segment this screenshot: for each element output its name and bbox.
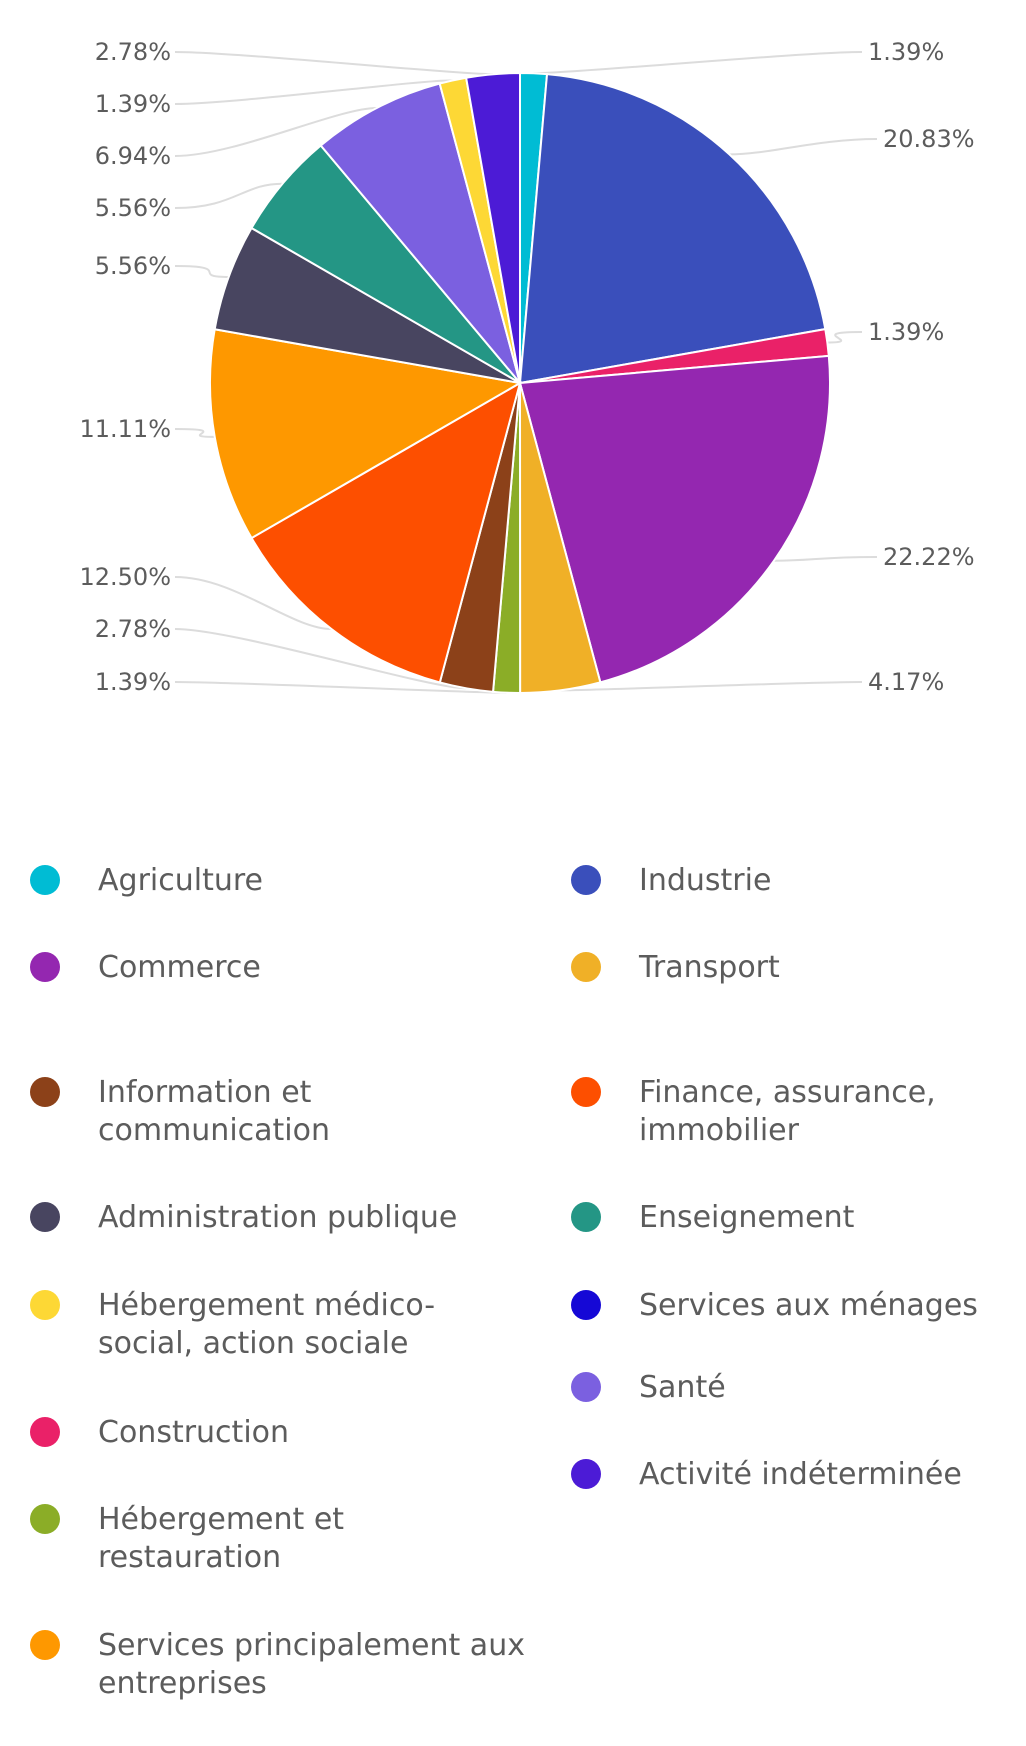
legend-dot-icon [571, 1372, 601, 1402]
pct-label: 2.78% [95, 615, 171, 643]
pct-label: 22.22% [883, 543, 975, 571]
legend-label: Commerce [98, 950, 261, 985]
pie-slice-services-principalement-aux-entreprises[interactable] [209, 328, 523, 540]
legend-label: Enseignement [639, 1200, 855, 1235]
legend-label: Hébergement et restauration [98, 1502, 345, 1575]
legend-dot-icon [571, 1077, 601, 1107]
pct-label: 6.94% [95, 142, 171, 170]
legend-dot-icon [571, 1290, 601, 1320]
legend-dot-icon [571, 952, 601, 982]
legend-label: Information et communication [98, 1075, 331, 1148]
legend-label: Finance, assurance, immobilier [639, 1075, 936, 1148]
pct-label: 11.11% [79, 415, 171, 443]
label-connector [174, 681, 507, 694]
label-connector [174, 107, 377, 157]
label-connector [560, 681, 863, 692]
legend-label: Transport [639, 950, 780, 985]
pie-slice-finance-assurance-immobilier[interactable] [250, 380, 522, 684]
pct-label: 1.39% [868, 318, 944, 346]
label-connector [174, 79, 453, 105]
label-connector [174, 265, 229, 278]
legend-label: Santé [639, 1370, 726, 1405]
pct-label: 2.78% [95, 38, 171, 66]
legend-label: Construction [98, 1415, 290, 1450]
legend-label: Activité indéterminée [639, 1457, 962, 1492]
pie-chart: 1.39% 20.83% 1.39% 22.22% 4.17% 1.39% 2.78% 12.… [79, 38, 974, 696]
label-connector [174, 576, 332, 630]
legend-dot-icon [30, 1290, 60, 1320]
label-connector [729, 138, 878, 156]
legend-dot-icon [30, 1417, 60, 1447]
pct-label: 5.56% [95, 252, 171, 280]
pct-label: 1.39% [868, 38, 944, 66]
legend-label: Administration publique [98, 1200, 458, 1235]
pct-label: 1.39% [95, 668, 171, 696]
legend-dot-icon [30, 1504, 60, 1534]
label-connector [773, 556, 878, 562]
pct-label: 12.50% [79, 563, 171, 591]
legend-label: Agriculture [98, 863, 263, 898]
legend-dot-icon [571, 1459, 601, 1489]
legend-dot-icon [571, 865, 601, 895]
label-connector [827, 331, 863, 344]
pct-label: 5.56% [95, 194, 171, 222]
label-connector [174, 428, 215, 438]
pct-label: 20.83% [883, 125, 975, 153]
label-connector [533, 51, 863, 75]
legend-dot-icon [30, 1630, 60, 1660]
legend-label: Services principalement aux entreprises [98, 1628, 525, 1701]
pct-label: 1.39% [95, 90, 171, 118]
pct-label: 4.17% [868, 668, 944, 696]
legend-label: Industrie [639, 863, 772, 898]
label-connectors [174, 51, 878, 694]
label-connector [174, 51, 494, 76]
legend-dot-icon [30, 1202, 60, 1232]
legend-dot-icon [30, 865, 60, 895]
legend-label: Hébergement médico-social, action social… [98, 1288, 436, 1361]
legend-dot-icon [30, 1077, 60, 1107]
label-connector [174, 628, 467, 690]
pie-slice-sant[interactable] [319, 82, 521, 384]
pie-slice-industrie[interactable] [518, 73, 827, 385]
percentage-labels: 1.39% 20.83% 1.39% 22.22% 4.17% 1.39% 2.78% 12.… [79, 38, 974, 696]
pie-slice-activit-ind-termin-e[interactable] [464, 71, 521, 384]
legend-label: Services aux ménages [639, 1288, 978, 1323]
legend-dot-icon [571, 1202, 601, 1232]
label-connector [174, 182, 283, 209]
pie-slices [209, 71, 831, 695]
legend-dot-icon [30, 952, 60, 982]
pie-slice-commerce[interactable] [518, 354, 831, 684]
